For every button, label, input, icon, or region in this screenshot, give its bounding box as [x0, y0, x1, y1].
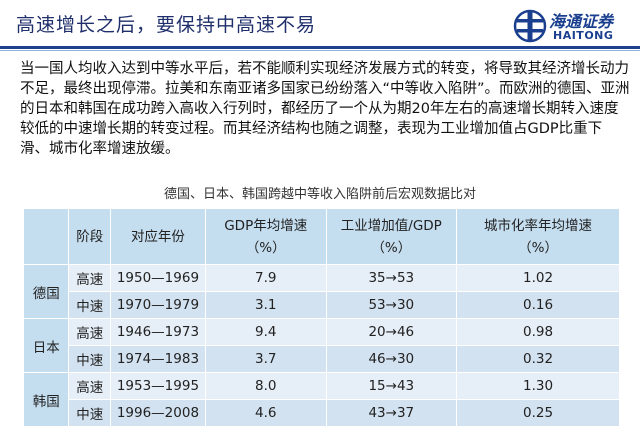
logo-english-text: HAITONG [553, 29, 614, 42]
years-cell: 1970—1979 [109, 291, 206, 319]
table-row: 日本 高速 1946—1973 9.4 20→46 0.98 [22, 318, 620, 373]
page-title: 高速增长之后，要保持中高速不易 [16, 14, 317, 36]
country-cell: 日本 [22, 318, 70, 373]
haitong-emblem-icon [513, 9, 547, 43]
table-caption: 德国、日本、韩国跨越中等收入陷阱前后宏观数据比对 [163, 187, 476, 202]
header-years: 对应年份 [109, 208, 206, 265]
stage-cell: 中速 [68, 345, 111, 373]
table-header-row: 阶段 对应年份 GDP年均增速 （%） 工业增加值/GDP （%） 城市化率年均… [22, 208, 620, 265]
urban-cell: 1.02 [456, 264, 620, 292]
stage-cell: 高速 [68, 318, 111, 346]
gdp-cell: 4.6 [204, 399, 327, 427]
years-cell: 1950—1969 [109, 264, 206, 292]
urban-cell: 0.16 [456, 291, 620, 319]
industry-cell: 53→30 [325, 291, 458, 319]
intro-paragraph: 当一国人均收入达到中等水平后，若不能顺利实现经济发展方式的转变，将导致其经济增长… [20, 61, 630, 157]
urban-cell: 0.25 [456, 399, 620, 427]
gdp-cell: 8.0 [204, 372, 327, 400]
header-gdp: GDP年均增速 （%） [204, 208, 327, 265]
header-stage: 阶段 [68, 208, 111, 265]
stage-cell: 中速 [68, 399, 111, 427]
industry-cell: 35→53 [325, 264, 458, 292]
header-industry-unit: （%） [371, 239, 412, 256]
stage-cell: 高速 [68, 264, 111, 292]
years-cell: 1974—1983 [109, 345, 206, 373]
header-urban-label: 城市化率年均增速 [484, 217, 593, 234]
industry-cell: 15→43 [325, 372, 458, 400]
header-industry: 工业增加值/GDP （%） [325, 208, 458, 265]
industry-cell: 20→46 [325, 318, 458, 346]
header-divider [0, 46, 640, 49]
table-row: 中速 1996—2008 4.6 43→37 0.25 [24, 399, 620, 427]
industry-cell: 46→30 [325, 345, 458, 373]
header-urban: 城市化率年均增速 （%） [456, 208, 620, 265]
gdp-cell: 3.1 [204, 291, 327, 319]
logo-chinese-text: 海通证券 [549, 12, 614, 31]
header-divider-light [0, 50, 640, 51]
haitong-logo: 海通证券 HAITONG [513, 6, 633, 46]
gdp-cell: 9.4 [204, 318, 327, 346]
years-cell: 1953—1995 [109, 372, 206, 400]
header-urban-unit: （%） [518, 239, 558, 256]
header-gdp-unit: （%） [245, 239, 286, 256]
header-industry-label: 工业增加值/GDP [340, 217, 442, 234]
table-row: 德国 高速 1950—1969 7.9 35→53 1.02 [22, 264, 620, 319]
table-row: 韩国 高速 1953—1995 8.0 15→43 1.30 [22, 372, 620, 427]
gdp-cell: 3.7 [204, 345, 327, 373]
country-cell: 德国 [22, 264, 70, 319]
urban-cell: 1.30 [456, 372, 620, 400]
table-row: 中速 1970—1979 3.1 53→30 0.16 [24, 291, 620, 319]
comparison-table: 阶段 对应年份 GDP年均增速 （%） 工业增加值/GDP （%） 城市化率年均… [22, 208, 620, 427]
years-cell: 1996—2008 [109, 399, 206, 427]
years-cell: 1946—1973 [109, 318, 206, 346]
gdp-cell: 7.9 [204, 264, 327, 292]
urban-cell: 0.32 [456, 345, 620, 373]
industry-cell: 43→37 [325, 399, 458, 427]
stage-cell: 高速 [68, 372, 111, 400]
urban-cell: 0.98 [456, 318, 620, 346]
table-row: 中速 1974—1983 3.7 46→30 0.32 [24, 345, 620, 373]
header-country [22, 208, 70, 265]
stage-cell: 中速 [68, 291, 111, 319]
country-cell: 韩国 [22, 372, 70, 427]
header-gdp-label: GDP年均增速 [224, 217, 308, 234]
